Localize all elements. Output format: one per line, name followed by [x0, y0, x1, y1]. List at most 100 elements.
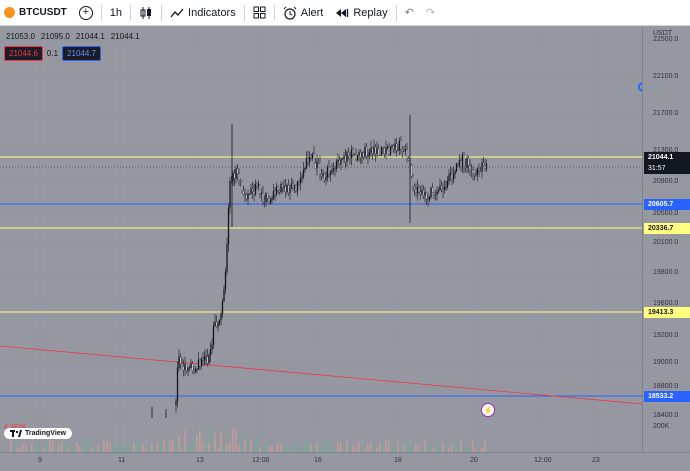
volume-bar — [472, 441, 474, 452]
chart-type-button[interactable] — [133, 0, 159, 26]
time-scale[interactable]: 9 11 13 12:00 16 18 20 12:00 23 — [0, 452, 690, 471]
volume-bar — [85, 440, 87, 452]
candle-body — [247, 194, 249, 200]
compare-button[interactable]: + — [73, 0, 99, 26]
candle-body — [277, 187, 279, 191]
volume-bar — [370, 441, 372, 452]
undo-button[interactable]: ↶ — [399, 0, 420, 26]
price-chart[interactable] — [0, 27, 643, 452]
volume-bar — [424, 440, 426, 452]
bitcoin-icon — [4, 7, 15, 18]
lightning-button[interactable]: ⚡ — [481, 403, 495, 417]
candle-body — [292, 183, 294, 189]
volume-bar — [244, 439, 246, 452]
indicators-button[interactable]: Indicators — [164, 0, 242, 26]
candle-body — [194, 369, 197, 373]
candle-body — [274, 190, 276, 195]
tradingview-logo[interactable]: TradingView — [4, 428, 73, 439]
candle-body — [404, 149, 407, 151]
volume-bar — [214, 433, 216, 452]
volume-bar — [343, 444, 345, 452]
volume-bar — [178, 435, 180, 452]
chart-pane[interactable] — [0, 27, 643, 452]
volume-bar — [169, 441, 171, 452]
candle-body — [175, 401, 177, 406]
candle-body — [443, 187, 446, 191]
candle-body — [340, 159, 342, 164]
grid-icon — [253, 6, 266, 19]
candle-body — [457, 164, 459, 166]
volume-bar — [166, 446, 168, 452]
candle-body — [401, 149, 404, 152]
candle-body — [197, 359, 200, 370]
candle-body — [226, 244, 228, 272]
volume-bar — [184, 430, 186, 452]
toolbar-divider — [100, 4, 102, 21]
alert-button[interactable]: Alert — [277, 0, 330, 26]
volume-bar — [79, 445, 81, 452]
price-tick-label: 19200.0 — [653, 332, 679, 339]
level-price-tag: 20605.7 — [644, 199, 690, 210]
volume-bar — [25, 444, 27, 452]
volume-bar — [94, 446, 96, 452]
volume-bar — [259, 448, 261, 452]
volume-bar — [427, 446, 429, 452]
candle-body — [370, 147, 372, 153]
candle-body — [334, 168, 336, 170]
volume-bar — [361, 443, 363, 452]
price-tick-label: 22500.0 — [653, 36, 679, 43]
interval-button[interactable]: 1h — [104, 0, 128, 26]
sell-button[interactable]: 21044.6 — [4, 46, 43, 61]
symbol-search[interactable]: BTCUSDT — [0, 0, 73, 26]
candle-body — [199, 359, 201, 367]
candle-body — [302, 169, 305, 178]
horizontal-levels — [0, 156, 642, 397]
candle-body — [244, 194, 246, 196]
candle-body — [473, 173, 476, 176]
layout-button[interactable] — [247, 0, 272, 26]
volume-bar — [19, 447, 21, 452]
volume-bar — [232, 428, 234, 452]
candle-body — [320, 174, 323, 177]
price-scale[interactable]: USDT 22500.0 22100.0 21700.0 21300.0 20900.0… — [642, 27, 690, 452]
volume-bar — [475, 449, 477, 452]
volume-bar — [382, 442, 384, 452]
price-tick-label: 19000.0 — [653, 359, 679, 366]
candle-body — [352, 149, 354, 155]
volume-bar — [127, 449, 129, 452]
replay-button[interactable]: Replay — [329, 0, 393, 26]
candle-body — [308, 157, 311, 163]
candle-body — [365, 147, 368, 158]
candle-body — [373, 146, 375, 154]
candle-body — [289, 188, 291, 193]
candle-body — [403, 150, 405, 152]
candle-body — [463, 154, 465, 167]
candle-body — [304, 168, 306, 171]
volume-bar — [22, 444, 24, 452]
time-tick-label: 11 — [118, 457, 126, 464]
price-tick-label: 18800.0 — [653, 383, 679, 390]
candle-body — [179, 356, 182, 365]
volume-bar — [70, 447, 72, 452]
candle-body — [221, 301, 224, 314]
candle-body — [307, 158, 309, 163]
volume-bar — [304, 441, 306, 452]
volume-bar — [379, 442, 381, 452]
volume-bar — [454, 444, 456, 452]
last-price-tag: 21044.1 — [644, 152, 690, 163]
candle-body — [467, 158, 470, 166]
volume-bar — [418, 444, 420, 452]
toolbar-divider — [395, 4, 397, 21]
volume-bar — [394, 447, 396, 452]
candle-body — [392, 145, 395, 150]
volume-bar — [298, 440, 300, 452]
volume-bar — [205, 439, 207, 452]
volume-bar — [301, 448, 303, 452]
volume-bar — [148, 442, 150, 452]
buy-button[interactable]: 21044.7 — [62, 46, 101, 61]
candle-body — [380, 147, 383, 156]
candle-body — [287, 185, 290, 193]
redo-button[interactable]: ↷ — [420, 0, 441, 26]
volume-bar — [115, 444, 117, 452]
last-price-value: 21044.1 — [648, 154, 674, 161]
